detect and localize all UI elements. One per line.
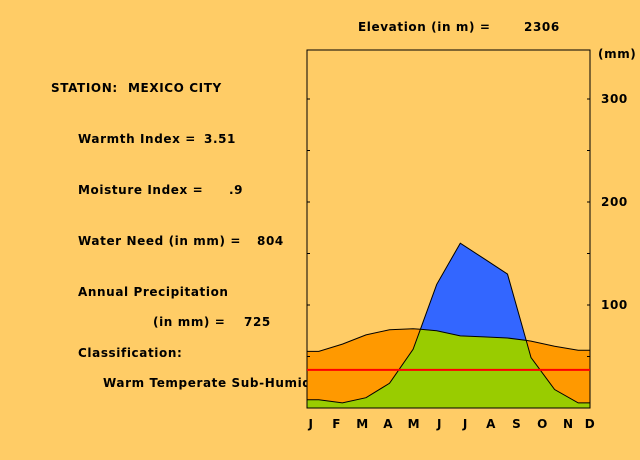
x-tick-label: F xyxy=(332,417,341,431)
moisture-index-label: Moisture Index = xyxy=(78,183,204,197)
y-tick-label: 300 xyxy=(601,92,628,106)
classification-label: Classification: xyxy=(78,346,183,360)
moisture-index-value: .9 xyxy=(229,183,244,197)
pe-line xyxy=(307,328,590,352)
station-label: STATION: xyxy=(51,81,118,95)
y-tick-label: 100 xyxy=(601,298,628,312)
x-tick-label: M xyxy=(408,417,421,431)
y-tick-label: 200 xyxy=(601,195,628,209)
annual-precipitation-unit-label: (in mm) = xyxy=(153,315,226,329)
y-axis-unit-label: (mm) xyxy=(598,47,636,61)
station-name: MEXICO CITY xyxy=(128,81,222,95)
precip-line xyxy=(307,242,590,404)
elevation-value: 2306 xyxy=(524,20,560,34)
x-tick-label: N xyxy=(563,417,574,431)
warmth-index-value: 3.51 xyxy=(204,132,237,146)
water-need-label: Water Need (in mm) = xyxy=(78,234,242,248)
x-tick-label: S xyxy=(512,417,521,431)
x-tick-label: J xyxy=(307,417,313,431)
x-tick-label: D xyxy=(585,417,596,431)
plot-frame xyxy=(306,49,591,409)
overlap-area xyxy=(307,329,590,408)
annual-precipitation-label: Annual Precipitation xyxy=(78,285,229,299)
annual-precipitation-value: 725 xyxy=(244,315,271,329)
x-tick-label: M xyxy=(356,417,369,431)
x-tick-label: J xyxy=(436,417,442,431)
x-tick-label: A xyxy=(383,417,393,431)
warmth-index-label: Warmth Index = xyxy=(78,132,196,146)
elevation-label: Elevation (in m) = xyxy=(358,20,491,34)
water-need-value: 804 xyxy=(257,234,284,248)
x-tick-label: O xyxy=(537,417,548,431)
classification-value: Warm Temperate Sub-Humid xyxy=(103,376,312,390)
x-tick-label: A xyxy=(486,417,496,431)
x-tick-label: J xyxy=(462,417,468,431)
